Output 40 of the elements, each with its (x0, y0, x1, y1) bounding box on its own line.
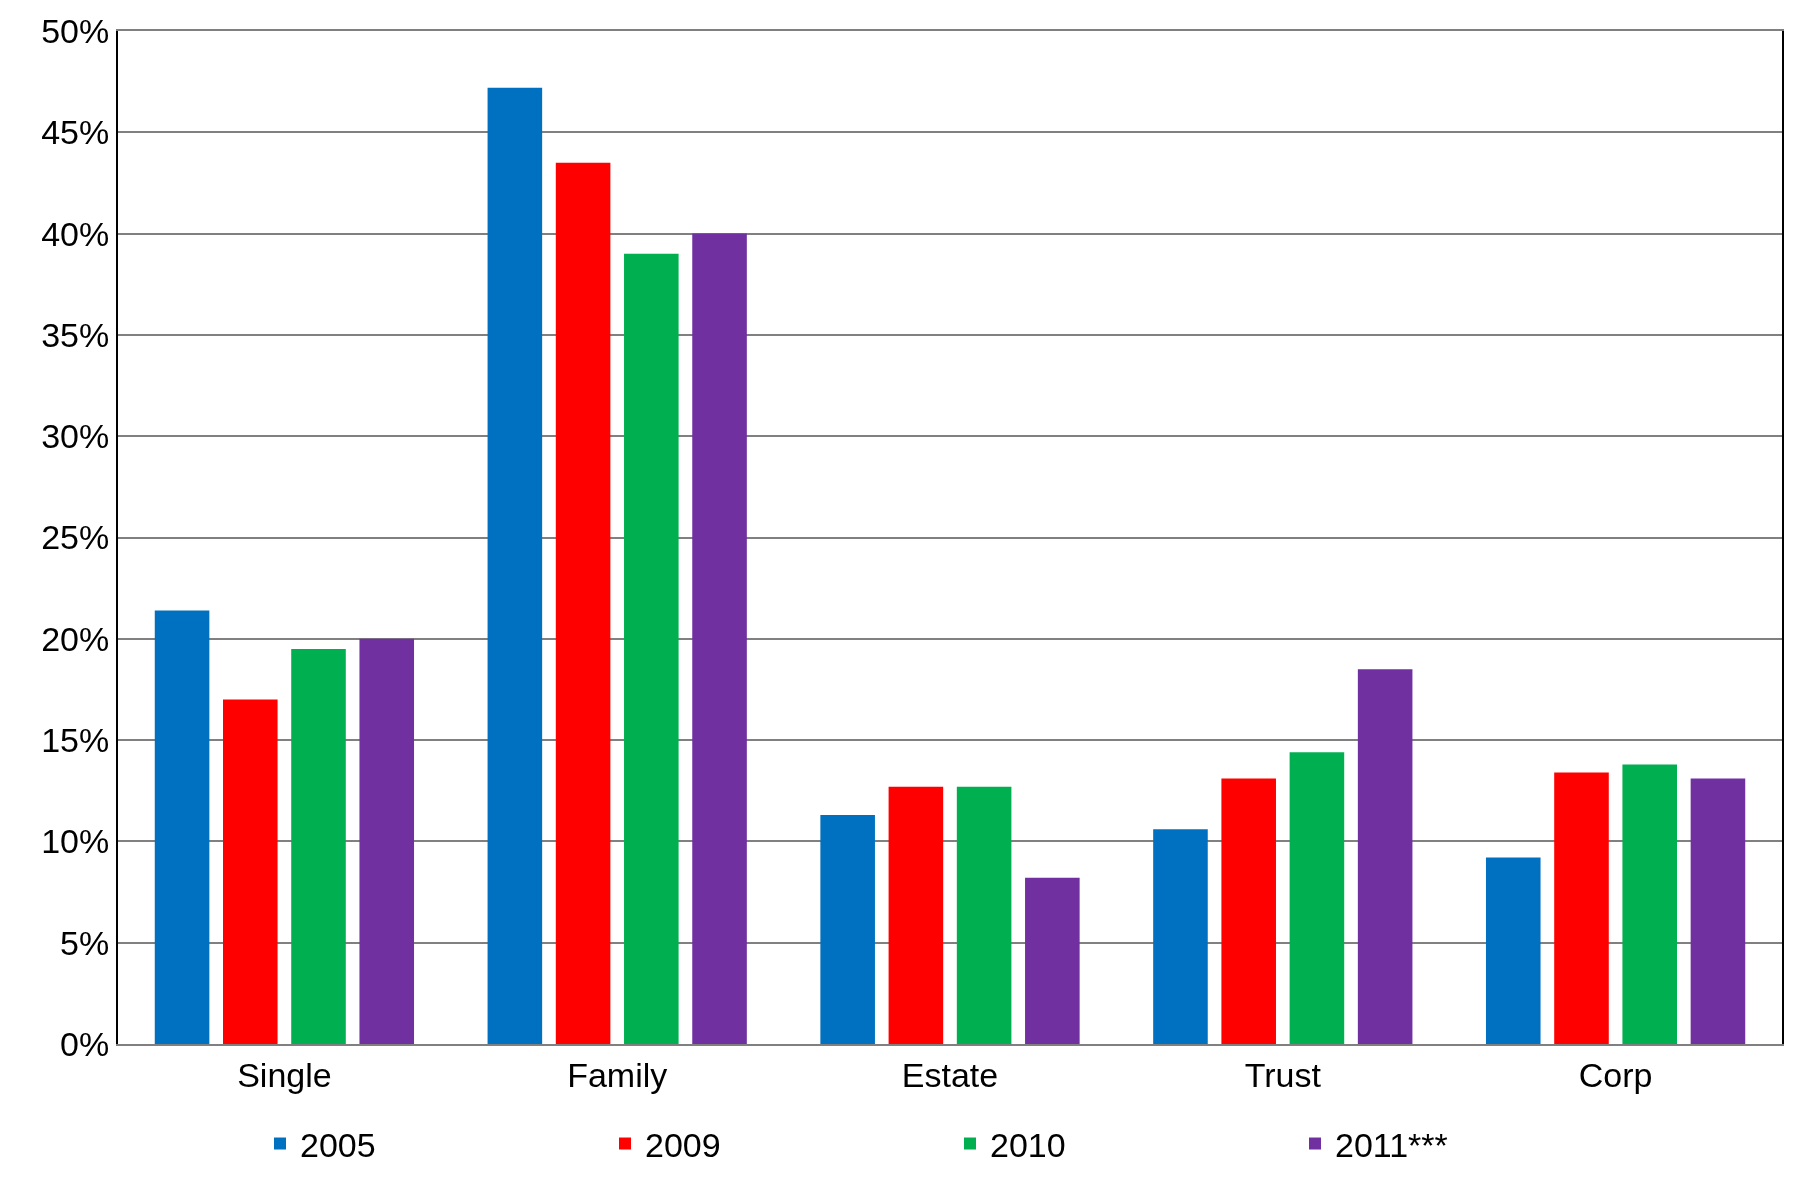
bar (1485, 857, 1541, 1044)
bar (624, 253, 679, 1044)
x-tick-label: Family (567, 1055, 668, 1094)
bar (487, 87, 543, 1044)
bar (820, 815, 875, 1044)
x-tick-label: Estate (901, 1055, 999, 1094)
y-tick-label: 45% (41, 113, 110, 152)
legend-label: 2005 (300, 1125, 376, 1164)
x-tick-label: Corp (1578, 1055, 1653, 1094)
y-tick-label: 20% (41, 619, 110, 658)
bar (291, 648, 346, 1044)
y-tick-label: 30% (41, 417, 110, 456)
y-tick-label: 0% (60, 1024, 110, 1063)
bar (1554, 772, 1609, 1044)
bar (359, 638, 415, 1044)
bar (1357, 669, 1413, 1044)
bar (1622, 764, 1677, 1044)
x-tick-label: Trust (1244, 1055, 1322, 1094)
y-tick-label: 5% (60, 923, 110, 962)
legend-label: 2009 (645, 1125, 721, 1164)
y-tick-label: 40% (41, 214, 110, 253)
bar (154, 610, 210, 1044)
bar (1221, 778, 1276, 1044)
bar (692, 233, 747, 1044)
bar (888, 786, 944, 1044)
bar (1153, 829, 1208, 1044)
y-tick-label: 50% (41, 11, 110, 50)
bar (956, 786, 1012, 1044)
bar (223, 699, 278, 1044)
y-tick-label: 10% (41, 822, 110, 861)
legend-label: 2011*** (1335, 1125, 1448, 1164)
y-tick-label: 25% (41, 518, 110, 557)
bar (1025, 877, 1080, 1044)
bar (1690, 778, 1746, 1044)
y-tick-label: 15% (41, 721, 110, 759)
x-tick-label: Single (237, 1055, 332, 1094)
bar (1289, 752, 1345, 1044)
y-tick-label: 35% (41, 315, 110, 354)
bar (555, 162, 611, 1044)
legend-label: 2010 (990, 1125, 1066, 1164)
